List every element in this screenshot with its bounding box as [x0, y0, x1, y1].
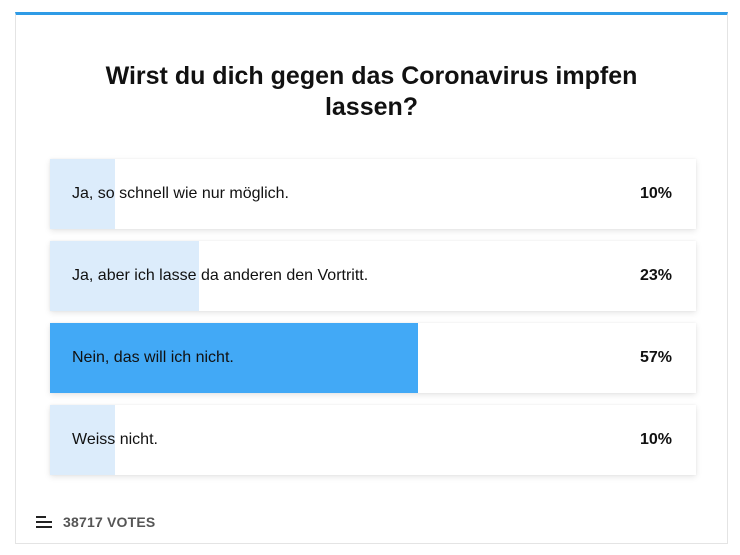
- poll-option[interactable]: Ja, aber ich lasse da anderen den Vortri…: [50, 241, 696, 311]
- poll-option[interactable]: Weiss nicht. 10%: [50, 405, 696, 475]
- poll-option-percent: 57%: [639, 349, 672, 366]
- poll-footer: 38717 VOTES: [36, 514, 155, 530]
- poll-option-label: Ja, aber ich lasse da anderen den Vortri…: [72, 267, 369, 284]
- poll-option-label: Weiss nicht.: [72, 431, 158, 448]
- poll-option-fill: [50, 405, 115, 475]
- poll-option-fill: [50, 241, 199, 311]
- poll-options: Ja, so schnell wie nur möglich. 10% Ja, …: [50, 159, 696, 487]
- votes-count: 38717 VOTES: [63, 514, 156, 530]
- poll-option-percent: 23%: [639, 267, 672, 284]
- poll-option[interactable]: Ja, so schnell wie nur möglich. 10%: [50, 159, 696, 229]
- poll-card: Wirst du dich gegen das Coronavirus impf…: [15, 12, 728, 544]
- poll-option-fill: [50, 159, 115, 229]
- menu-lines-icon: [36, 516, 52, 528]
- poll-option-label: Ja, so schnell wie nur möglich.: [72, 185, 289, 202]
- poll-option[interactable]: Nein, das will ich nicht. 57%: [50, 323, 696, 393]
- poll-option-percent: 10%: [639, 185, 672, 202]
- poll-option-fill: [50, 323, 419, 393]
- poll-question: Wirst du dich gegen das Coronavirus impf…: [16, 61, 727, 123]
- poll-question-text: Wirst du dich gegen das Coronavirus impf…: [105, 62, 638, 121]
- poll-option-label: Nein, das will ich nicht.: [72, 349, 234, 366]
- poll-option-percent: 10%: [639, 431, 672, 448]
